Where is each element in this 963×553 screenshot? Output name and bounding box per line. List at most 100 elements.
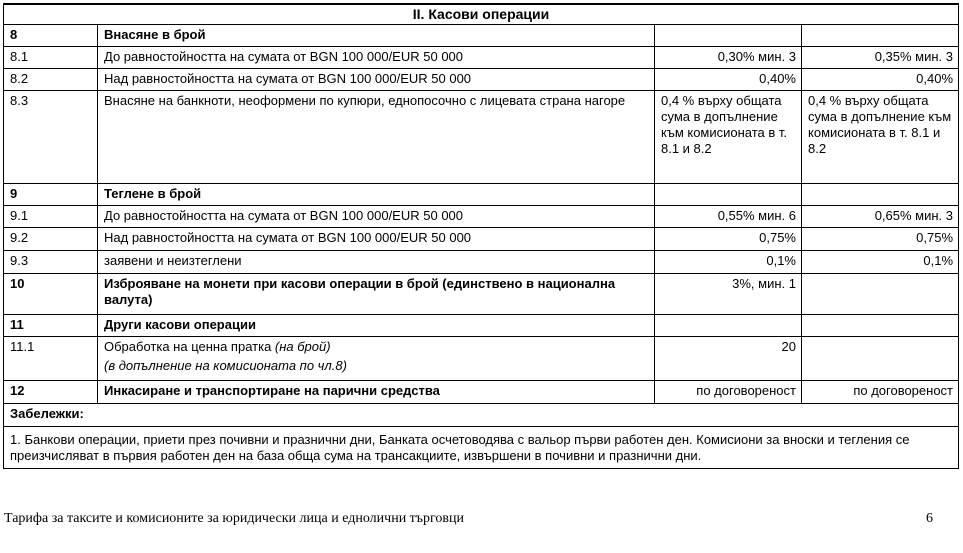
page-number: 6 (926, 511, 933, 526)
row-description: Над равностойността на сумата от BGN 100… (97, 227, 655, 251)
fee-column-2: 0,1% (800, 250, 960, 274)
row-number: 8.2 (3, 68, 98, 91)
row-description-text: Над равностойността на сумата от BGN 100… (104, 71, 472, 86)
fee-column-2: 0,4 % върху общата сума в допълнение към… (800, 90, 960, 184)
fee-column-1-text: 0,75% (759, 230, 796, 245)
table-row: 9.3 заявени и неизтеглени 0,1% 0,1% (3, 250, 960, 274)
fee-column-2 (800, 183, 960, 206)
table-row: 11.1 Обработка на ценна пратка (на брой) (… (3, 336, 960, 381)
fee-column-2-text: 0,1% (923, 253, 954, 268)
fee-column-1: 0,40% (654, 68, 802, 91)
row-number-text: 9.3 (10, 253, 29, 268)
row-number: 12 (3, 380, 98, 404)
row-number: 8.1 (3, 46, 98, 69)
table-row: 11 Други касови операции (3, 314, 960, 337)
notes-label-text: Забележки: (10, 406, 84, 421)
section-title: II. Касови операции (2, 3, 960, 25)
fee-column-2: 0,65% мин. 3 (800, 205, 960, 228)
fee-column-1-text: 0,55% мин. 6 (717, 208, 796, 223)
fee-column-2-text: 0,4 % върху общата сума в допълнение към… (808, 93, 952, 156)
row-number-text: 11.1 (10, 339, 35, 354)
table-row: 8.1 До равностойността на сумата от BGN 1… (3, 46, 960, 69)
row-number: 9.3 (3, 250, 98, 274)
fee-column-1-text: по договореност (696, 383, 796, 398)
row-description-text: До равностойността на сумата от BGN 100 … (104, 49, 464, 64)
row-description-text: Над равностойността на сумата от BGN 100… (104, 230, 472, 245)
row-description: Внасяне на банкноти, неоформени по купюр… (97, 90, 655, 184)
fee-column-1-text: 0,30% мин. 3 (717, 49, 796, 64)
row-description: Изброяване на монети при касови операции… (97, 273, 655, 315)
fee-column-1 (654, 24, 802, 47)
fee-column-1: 0,30% мин. 3 (654, 46, 802, 69)
description-note-line2: (в допълнение на комисионата по чл.8) (104, 358, 347, 373)
table-row: 8.2 Над равностойността на сумата от BGN … (3, 68, 960, 91)
fee-column-1 (654, 314, 802, 337)
row-description: Други касови операции (97, 314, 655, 337)
notes-label-row: Забележки: (2, 403, 960, 427)
row-description: До равностойността на сумата от BGN 100 … (97, 46, 655, 69)
fee-column-1-text: 0,1% (766, 253, 796, 268)
row-description-text: Други касови операции (104, 317, 256, 332)
row-description: Обработка на ценна пратка (на брой) (в до… (97, 336, 655, 381)
table-row: 9.1 До равностойността на сумата от BGN 1… (3, 205, 960, 228)
row-number: 9 (3, 183, 98, 206)
fee-column-2-text: 0,65% мин. 3 (874, 208, 954, 223)
row-number-text: 9 (10, 186, 18, 201)
table-row: 8.3 Внасяне на банкноти, неоформени по ку… (3, 90, 960, 184)
fee-column-1: 0,75% (654, 227, 802, 251)
table-row: 9.2 Над равностойността на сумата от BGN … (3, 227, 960, 251)
row-description: заявени и неизтеглени (97, 250, 655, 274)
row-description-text: Теглене в брой (104, 186, 202, 201)
fee-column-1-text: 3%, мин. 1 (732, 276, 796, 291)
fee-column-2: 0,40% (800, 68, 960, 91)
row-number: 9.1 (3, 205, 98, 228)
row-number-text: 9.1 (10, 208, 29, 223)
row-number: 8.3 (3, 90, 98, 184)
notes-text-row: 1. Банкови операции, приети през почивни… (2, 426, 960, 469)
fee-column-2-text: 0,75% (916, 230, 954, 245)
fee-column-1 (654, 183, 802, 206)
row-number-text: 8.3 (10, 93, 29, 108)
table-row: 10 Изброяване на монети при касови операц… (3, 273, 960, 315)
row-number-text: 8.2 (10, 71, 29, 86)
row-number: 9.2 (3, 227, 98, 251)
fee-column-2: 0,35% мин. 3 (800, 46, 960, 69)
section-title-row: II. Касови операции (2, 3, 960, 25)
row-description-text: Обработка на ценна пратка (104, 339, 275, 354)
fee-column-2: 0,75% (800, 227, 960, 251)
row-description: Инкасиране и транспортиране на парични с… (97, 380, 655, 404)
row-description-text: Внасяне на банкноти, неоформени по купюр… (104, 93, 626, 108)
row-description-text: До равностойността на сумата от BGN 100 … (104, 208, 464, 223)
table-row: 12 Инкасиране и транспортиране на парични… (3, 380, 960, 404)
row-description-text: заявени и неизтеглени (104, 253, 242, 268)
row-description: До равностойността на сумата от BGN 100 … (97, 205, 655, 228)
fee-column-1: 0,55% мин. 6 (654, 205, 802, 228)
fee-column-1: 0,1% (654, 250, 802, 274)
fee-column-2-text: по договореност (853, 383, 954, 398)
row-description-text: Изброяване на монети при касови операции… (104, 276, 616, 307)
footer-text: Тарифа за таксите и комисионите за юриди… (4, 511, 465, 526)
cash-operations-table: II. Касови операции 8 Внасяне в брой 8.1 До… (2, 3, 960, 469)
description-note: (на брой) (274, 339, 331, 354)
row-number-text: 11 (10, 317, 24, 332)
fee-column-2 (800, 314, 960, 337)
fee-column-1-text: 0,4 % върху общата сума в допълнение към… (661, 93, 788, 156)
fee-column-1: 0,4 % върху общата сума в допълнение към… (654, 90, 802, 184)
fee-column-2-text: 0,35% мин. 3 (874, 49, 954, 64)
row-number: 10 (3, 273, 98, 315)
fee-column-2 (800, 273, 960, 315)
fee-column-2 (800, 24, 960, 47)
fee-column-2: по договореност (800, 380, 960, 404)
notes-text: 1. Банкови операции, приети през почивни… (2, 426, 960, 469)
row-description: Над равностойността на сумата от BGN 100… (97, 68, 655, 91)
fee-column-1: 3%, мин. 1 (654, 273, 802, 315)
table-row: 9 Теглене в брой (3, 183, 960, 206)
fee-column-1-text: 20 (781, 339, 796, 354)
row-description-text: Инкасиране и транспортиране на парични с… (104, 383, 440, 398)
row-number-text: 9.2 (10, 230, 29, 245)
row-number: 11.1 (3, 336, 98, 381)
fee-column-2-text: 0,40% (916, 71, 954, 86)
row-number-text: 8 (10, 27, 18, 42)
row-number: 11 (3, 314, 98, 337)
table-row: 8 Внасяне в брой (3, 24, 960, 47)
